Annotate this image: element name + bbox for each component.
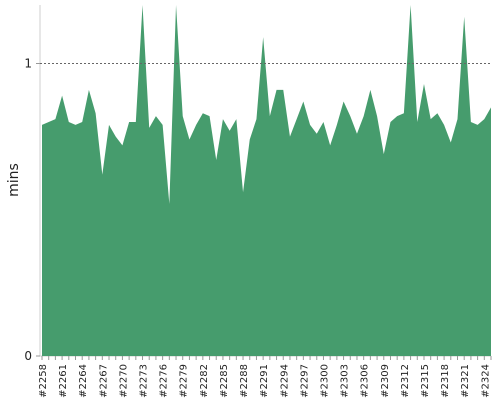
x-tick-label: #2312 — [400, 364, 411, 398]
x-tick-label: #2291 — [259, 364, 270, 398]
x-tick-label: #2267 — [98, 364, 109, 398]
x-tick-label: #2276 — [159, 364, 170, 398]
x-tick-label: #2303 — [340, 364, 351, 398]
x-tick-label: #2297 — [299, 364, 310, 398]
y-axis-label: mins — [6, 163, 22, 197]
x-tick-label: #2273 — [139, 364, 150, 398]
x-tick-label: #2300 — [319, 364, 330, 398]
x-tick-label: #2288 — [239, 364, 250, 398]
y-tick-label: 1 — [24, 57, 32, 71]
x-tick-label: #2264 — [78, 364, 89, 398]
x-ticks: #2258 #2261 #2264 #2267 #2270 #2273 #2276 #2279… — [38, 356, 492, 398]
x-tick-label: #2285 — [219, 364, 230, 398]
x-tick-label: #2258 — [38, 364, 49, 398]
x-tick-label: #2315 — [420, 364, 431, 398]
y-ticks: 01 — [24, 57, 40, 363]
x-tick-label: #2279 — [179, 364, 190, 398]
x-tick-label: #2306 — [360, 364, 371, 398]
area-layer — [42, 5, 491, 356]
x-tick-label: #2270 — [118, 364, 129, 398]
x-tick-label: #2318 — [440, 364, 451, 398]
x-tick-label: #2321 — [460, 364, 471, 398]
x-tick-label: #2261 — [58, 364, 69, 398]
x-tick-label: #2294 — [279, 364, 290, 398]
y-tick-label: 0 — [24, 349, 32, 363]
x-tick-label: #2282 — [199, 364, 210, 398]
x-tick-label: #2324 — [480, 364, 491, 398]
x-tick-label: #2309 — [380, 364, 391, 398]
area-series — [42, 5, 491, 356]
